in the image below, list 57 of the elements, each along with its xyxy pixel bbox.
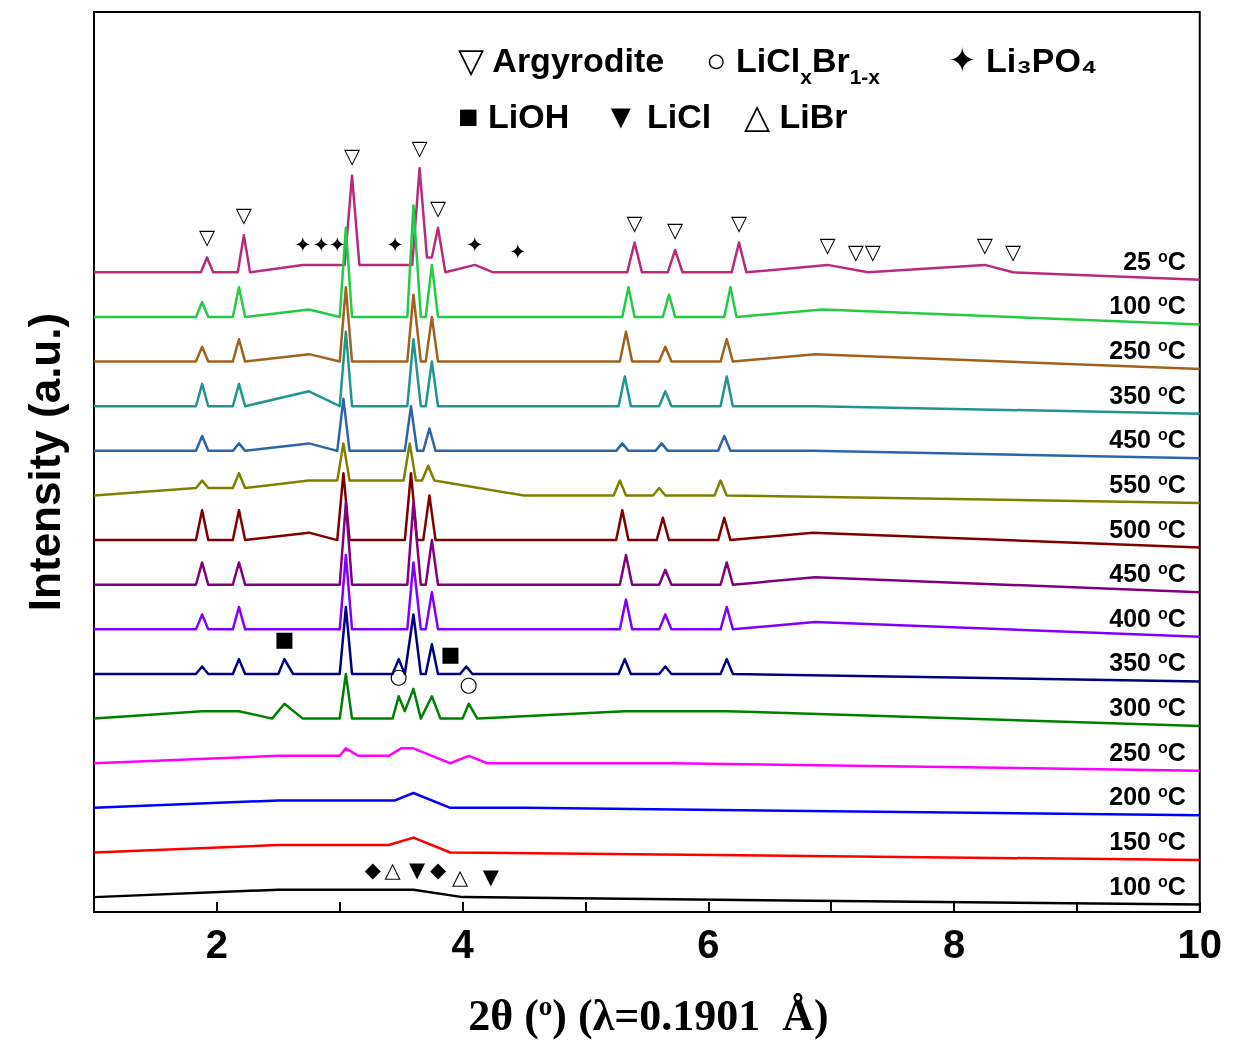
- annotation: ◆: [429, 857, 447, 882]
- annotation: ▽: [667, 218, 685, 243]
- x-tick-label: 10: [1177, 922, 1222, 966]
- series-label: 350 $^{o}$C: [1109, 380, 1186, 409]
- text: ■ LiOH: [458, 97, 570, 135]
- x-tick-label: 8: [942, 922, 966, 966]
- series-label: 300 $^{o}$C: [1109, 693, 1186, 722]
- series-label: 500 $^{o}$C: [1109, 514, 1186, 543]
- annotation: ▽: [198, 225, 216, 250]
- annotation: △: [452, 865, 470, 890]
- y-axis-title: Intensity (a.u.): [20, 312, 69, 612]
- annotation: ▽: [626, 210, 644, 235]
- series-label: 150 $^{o}$C: [1109, 826, 1186, 855]
- series-label: 250 $^{o}$C: [1109, 336, 1186, 365]
- annotation: ■: [274, 627, 295, 652]
- text: △ LiBr: [744, 97, 848, 135]
- text: ▽ Argyrodite: [458, 41, 665, 79]
- annotation: ▽: [429, 195, 447, 220]
- series-label: 100 $^{o}$C: [1109, 291, 1186, 320]
- series-label: 450 $^{o}$C: [1109, 425, 1186, 454]
- annotation: ▽: [235, 203, 253, 228]
- text: ○ LiCl$_{x}$Br$_{1-x}$: [706, 41, 881, 88]
- series-label: 350 $^{o}$C: [1109, 648, 1186, 677]
- annotation: ▽: [343, 143, 361, 168]
- series-label: 100 $^{o}$C: [1109, 871, 1186, 900]
- text: ✦ Li₃PO₄: [948, 41, 1098, 79]
- x-tick-label: 6: [697, 922, 720, 966]
- annotation: ✦: [509, 240, 527, 265]
- annotation: ■: [440, 641, 461, 666]
- annotation: ▽: [730, 210, 748, 235]
- series-label: 450 $^{o}$C: [1109, 559, 1186, 588]
- text: ▼ LiCl: [604, 97, 712, 135]
- annotation: ▼: [482, 865, 500, 890]
- annotation: ▼: [409, 857, 427, 882]
- annotation: ✦: [328, 232, 347, 257]
- series-label: 250 $^{o}$C: [1109, 737, 1186, 766]
- series-label: 25 $^{o}$C: [1123, 246, 1186, 275]
- annotation: ▽: [1004, 240, 1022, 265]
- annotation: ▽: [976, 232, 994, 257]
- annotation: ▽: [819, 232, 837, 257]
- annotation: ▽: [847, 240, 865, 265]
- annotation: △: [384, 857, 402, 882]
- series-label: 200 $^{o}$C: [1109, 782, 1186, 811]
- annotation: ◆: [364, 857, 382, 882]
- annotation: ○: [389, 664, 408, 689]
- annotation: ▽: [864, 240, 882, 265]
- series-label: 400 $^{o}$C: [1109, 603, 1186, 632]
- annotation: ✦: [294, 232, 312, 257]
- annotation: ✦: [466, 232, 484, 257]
- x-tick-label: 4: [451, 922, 475, 966]
- annotation: ○: [459, 671, 478, 696]
- series-label: 550 $^{o}$C: [1109, 469, 1186, 498]
- annotation: ▽: [411, 136, 429, 161]
- annotation: ✦: [312, 232, 331, 257]
- annotation: ✦: [386, 232, 404, 257]
- x-tick-label: 2: [205, 922, 228, 966]
- x-axis-title: 2θ ($^{o}$) (λ=0.1901 Å): [468, 991, 829, 1040]
